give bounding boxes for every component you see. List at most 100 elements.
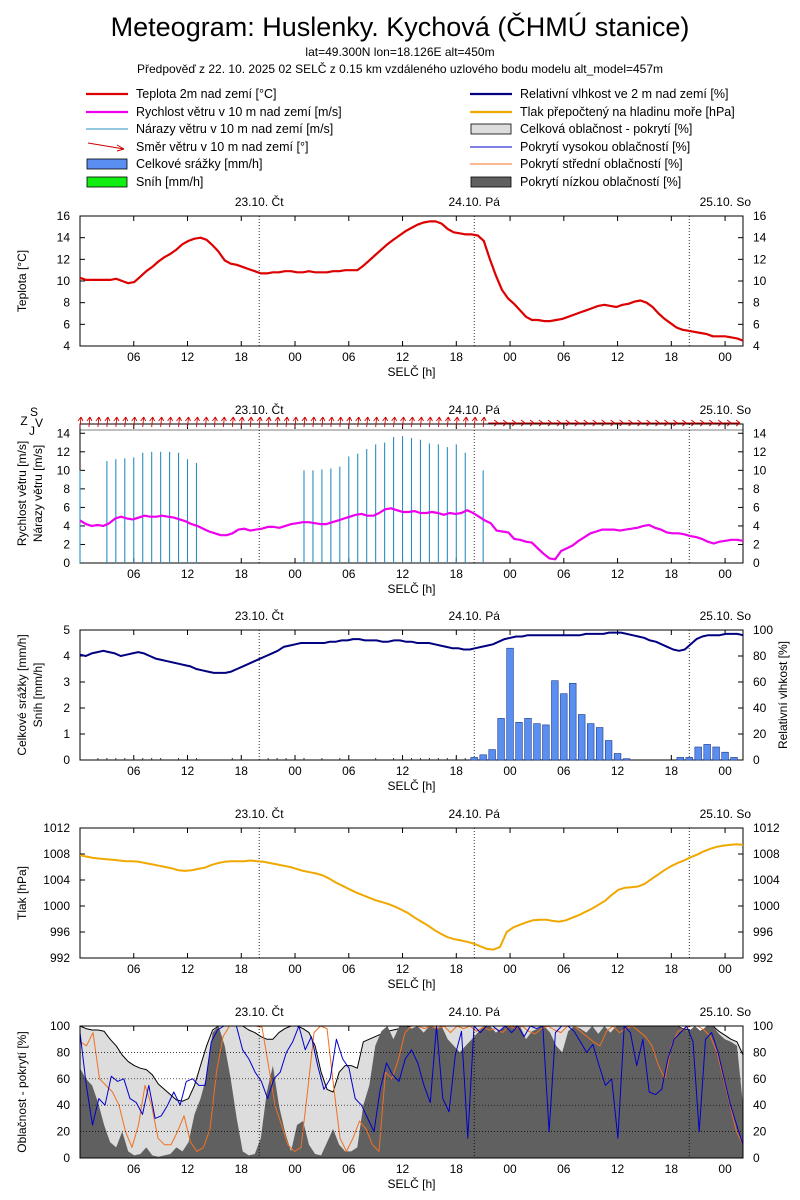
day-label: 24.10. Pá <box>449 195 501 209</box>
precipitation-bar <box>524 718 532 761</box>
legend-swatch <box>470 110 512 113</box>
wind-direction-arrow <box>604 419 615 427</box>
wind-direction-arrow <box>265 416 272 428</box>
wind-direction-arrow <box>104 416 111 428</box>
wind-direction-arrow <box>515 419 526 427</box>
wind-direction-arrow <box>453 416 460 428</box>
x-tick-label: 06 <box>342 1162 356 1176</box>
wind-direction-arrow <box>113 416 120 428</box>
plot-frame <box>79 629 744 761</box>
y-tick-label-right: 8 <box>753 482 760 496</box>
x-axis-label: SELČ [h] <box>387 364 435 379</box>
y-tick-label-right: 40 <box>753 1098 767 1112</box>
wind-direction-arrow <box>194 416 200 428</box>
y-tick-label: 12 <box>57 445 71 459</box>
wind-direction-arrow <box>391 416 397 428</box>
wind-dir-letter: S <box>30 405 38 419</box>
precipitation-bar <box>488 749 496 761</box>
y-axis-label: Celkové srážky [mm/h] <box>15 634 29 755</box>
wind-direction-arrow <box>328 416 335 428</box>
x-tick-label: 06 <box>557 567 571 581</box>
x-tick-label: 06 <box>127 962 141 976</box>
x-tick-label: 12 <box>396 764 410 778</box>
wind-direction-arrow <box>471 416 478 428</box>
wind-direction-arrow <box>203 416 209 428</box>
wind-direction-arrow <box>559 419 571 427</box>
x-tick-label: 00 <box>288 764 302 778</box>
y-tick-label: 60 <box>57 1072 71 1086</box>
legend-swatch <box>86 128 128 130</box>
y-tick-label: 40 <box>57 1098 71 1112</box>
wind-direction-arrow <box>346 416 353 428</box>
day-label: 23.10. Čt <box>235 402 284 417</box>
location-coords: lat=49.300N lon=18.126E alt=450m <box>305 45 495 59</box>
wind-direction-arrow <box>220 416 227 428</box>
y-tick-label: 1000 <box>43 899 70 913</box>
x-tick-label: 06 <box>342 350 356 364</box>
y-tick-label: 14 <box>57 231 71 245</box>
x-tick-label: 12 <box>611 764 625 778</box>
x-tick-label: 12 <box>396 350 410 364</box>
wind-direction-arrow <box>86 416 93 428</box>
wind-direction-arrow <box>310 416 317 428</box>
y-tick-label-right: 0 <box>753 556 760 570</box>
x-tick-label: 18 <box>665 764 679 778</box>
wind-direction-arrow <box>622 419 633 427</box>
y-tick-label-right: 1000 <box>753 899 780 913</box>
y-tick-label: 80 <box>57 1045 71 1059</box>
wind-direction-arrow <box>149 416 156 428</box>
legend-label: Nárazy větru v 10 m nad zemí [m/s] <box>136 122 334 136</box>
y-tick-label: 996 <box>50 925 70 939</box>
y-tick-label: 0 <box>63 1151 70 1165</box>
x-tick-label: 06 <box>557 962 571 976</box>
wind-direction-arrow <box>337 416 344 428</box>
wind-direction-arrow <box>319 416 326 428</box>
temperature-line <box>79 220 744 342</box>
wind-direction-arrow <box>140 416 147 428</box>
precipitation-bar <box>712 746 720 761</box>
y-tick-label-right: 6 <box>753 500 760 514</box>
day-label: 23.10. Čt <box>235 608 284 623</box>
low-cloud-area <box>80 1026 743 1158</box>
wind-direction-arrow <box>409 416 415 428</box>
y-tick-label: 2 <box>63 537 70 551</box>
legend-label: Pokrytí vysokou oblačností [%] <box>520 139 691 154</box>
y-tick-label: 12 <box>57 252 71 266</box>
precipitation-bar <box>560 693 568 761</box>
y2-tick-label: 20 <box>753 727 767 741</box>
wind-direction-arrow <box>301 416 308 428</box>
wind-direction-arrow <box>355 416 362 428</box>
wind-direction-arrow <box>95 416 102 428</box>
wind-direction-arrow <box>185 416 191 428</box>
wind-direction-arrow <box>122 416 129 428</box>
y-tick-label-right: 100 <box>753 1019 773 1033</box>
x-tick-label: 12 <box>611 1162 625 1176</box>
wind-direction-arrow <box>427 416 433 428</box>
day-label: 24.10. Pá <box>449 609 501 623</box>
wind-direction-arrow <box>158 416 165 428</box>
legend-swatch <box>86 110 128 113</box>
legend-swatch <box>86 158 128 170</box>
temperature-panel: 23.10. Čt 24.10. Pá 25.10. So 06 12 18 00 06 12 1… <box>15 194 767 379</box>
x-tick-label: 18 <box>235 350 249 364</box>
wind-dir-letter: V <box>35 416 43 430</box>
legend-label: Sníh [mm/h] <box>136 174 204 189</box>
plot-frame <box>79 215 744 347</box>
y-tick-label: 6 <box>63 500 70 514</box>
humidity-line <box>79 631 744 674</box>
x-tick-label: 12 <box>181 567 195 581</box>
y-tick-label-right: 1008 <box>753 847 780 861</box>
page-title: Meteogram: Huslenky. Kychová (ČHMÚ stani… <box>110 12 690 42</box>
day-label: 24.10. Pá <box>449 403 501 417</box>
day-label: 24.10. Pá <box>449 807 501 821</box>
y2-tick-label: 40 <box>753 701 767 715</box>
x-tick-label: 12 <box>181 1162 195 1176</box>
y-tick-label: 1008 <box>43 847 70 861</box>
x-tick-label: 12 <box>181 764 195 778</box>
y-tick-label: 992 <box>50 951 70 965</box>
pressure-line <box>79 843 744 951</box>
wind-direction-arrow <box>247 416 254 428</box>
y-tick-label: 5 <box>63 623 70 637</box>
